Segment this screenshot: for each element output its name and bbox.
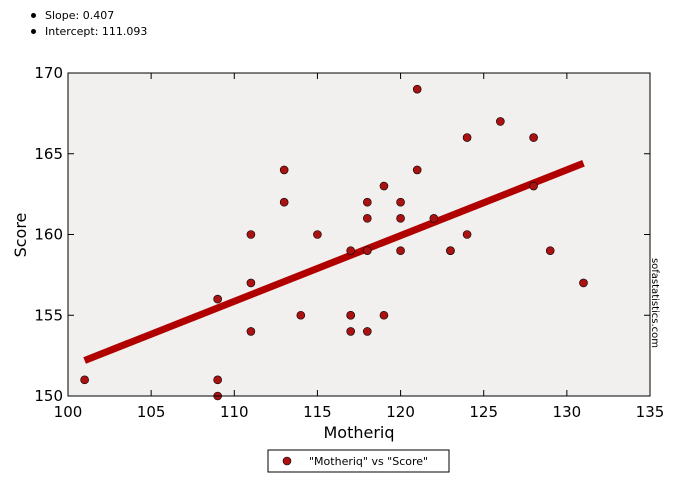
x-axis-label: Motheriq [323, 423, 394, 442]
intercept-stat: Intercept: 111.093 [28, 24, 147, 40]
data-point [346, 310, 355, 320]
slope-stat: Slope: 0.407 [28, 8, 147, 24]
y-axis: 150 155 160 165 170 [34, 64, 650, 405]
data-point [246, 278, 256, 288]
data-point [80, 375, 89, 385]
y-tick-label: 155 [34, 306, 63, 324]
x-tick-label: 115 [303, 403, 332, 421]
legend-marker [282, 456, 292, 466]
data-point [213, 375, 222, 385]
x-tick-label: 125 [469, 403, 498, 421]
data-point [363, 327, 372, 336]
y-tick-label: 165 [34, 145, 63, 163]
data-point [213, 294, 222, 304]
data-point [379, 310, 389, 320]
data-point [379, 181, 389, 191]
data-point [412, 84, 422, 94]
data-point [496, 117, 505, 126]
data-point [246, 230, 256, 239]
data-point [446, 246, 455, 255]
data-point [396, 214, 405, 223]
data-point [545, 246, 555, 255]
data-point [462, 230, 472, 239]
data-point [296, 310, 306, 320]
y-tick-label: 150 [34, 387, 63, 405]
data-point [412, 165, 422, 175]
data-point [346, 327, 355, 336]
data-point [429, 214, 439, 223]
legend-box [267, 449, 450, 473]
data-point [462, 133, 472, 142]
x-axis: 100 105 110 115 120 125 130 135 [54, 73, 665, 421]
x-tick-label: 105 [137, 403, 166, 421]
y-axis-label: Score [11, 213, 30, 258]
y-tick-label: 170 [34, 64, 63, 82]
data-points [80, 84, 588, 401]
data-point [396, 197, 405, 207]
data-point [279, 165, 289, 175]
data-point [363, 214, 372, 223]
legend-label: "Motheriq" vs "Score" [309, 455, 428, 468]
data-point [579, 278, 588, 288]
regression-line [83, 160, 585, 364]
data-point [346, 246, 355, 255]
data-point [313, 230, 322, 239]
data-point [529, 133, 538, 142]
plot-area [68, 73, 650, 396]
x-tick-label: 135 [636, 403, 665, 421]
watermark: sofastatistics.com [649, 258, 660, 348]
x-tick-label: 100 [54, 403, 83, 421]
data-point [279, 197, 289, 207]
data-point [529, 181, 538, 191]
x-tick-label: 120 [386, 403, 415, 421]
x-tick-label: 110 [220, 403, 249, 421]
x-tick-label: 130 [553, 403, 582, 421]
plot-frame [67, 72, 651, 397]
data-point [363, 246, 372, 255]
legend: "Motheriq" vs "Score" [267, 449, 450, 473]
data-point [246, 327, 256, 336]
y-tick-label: 160 [34, 226, 63, 244]
data-point [363, 197, 372, 207]
regression-line-group [83, 160, 585, 364]
data-point [396, 246, 405, 255]
regression-stats: Slope: 0.407 Intercept: 111.093 [28, 8, 147, 40]
